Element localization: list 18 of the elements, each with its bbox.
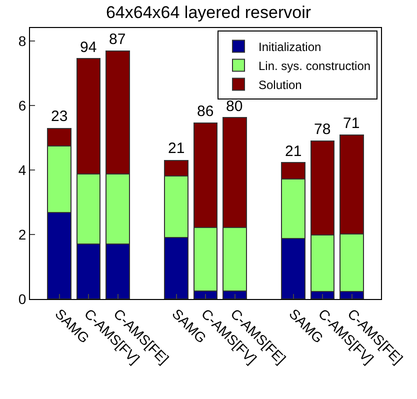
legend-label: Lin. sys. construction <box>258 58 371 73</box>
annotation: 86 <box>197 103 214 120</box>
y-tick-label: 2 <box>18 226 26 242</box>
annotation: 94 <box>80 39 97 56</box>
annotation: 71 <box>343 115 360 132</box>
y-tick-label: 4 <box>18 162 26 178</box>
chart-title: 64x64x64 layered reservoir <box>106 2 312 22</box>
annotation: 21 <box>168 140 185 157</box>
annotation: 80 <box>226 98 243 115</box>
legend-label: Solution <box>258 78 302 92</box>
y-tick-label: 8 <box>18 32 26 49</box>
y-tick-label: 0 <box>18 290 26 307</box>
y-tick-label: 6 <box>18 97 26 114</box>
annotation: 21 <box>285 143 302 160</box>
annotation: 87 <box>109 31 126 48</box>
annotation: 78 <box>314 121 331 138</box>
legend-label: Initialization <box>258 40 322 54</box>
annotation: 23 <box>51 108 68 125</box>
